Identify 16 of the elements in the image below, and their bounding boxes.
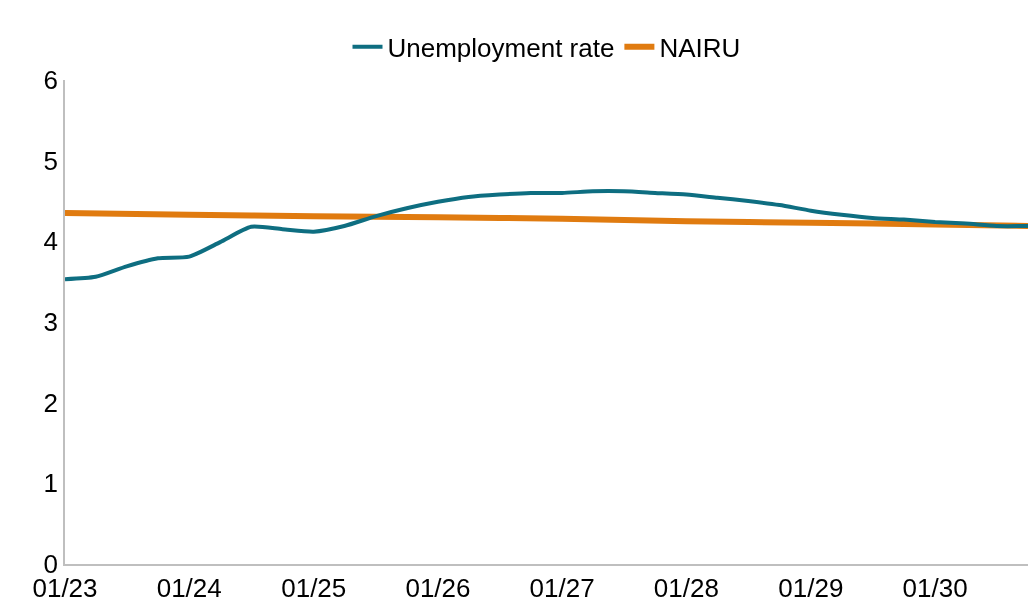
line-series	[65, 189, 1028, 282]
x-tick-label: 01/27	[529, 572, 595, 603]
x-tick-label: 01/28	[653, 572, 719, 603]
legend-label: NAIRU	[659, 32, 741, 63]
y-tick-label: 2	[43, 387, 59, 418]
y-tick-label: 3	[43, 307, 59, 338]
legend-label: Unemployment rate	[387, 32, 615, 63]
x-tick-label: 01/30	[902, 572, 968, 603]
y-tick-label: 5	[43, 145, 59, 176]
y-tick-label: 1	[43, 468, 59, 499]
x-tick-label: 01/25	[281, 572, 347, 603]
y-tick-label: 4	[43, 226, 59, 257]
x-tick-label: 01/26	[405, 572, 471, 603]
y-tick-label: 6	[43, 65, 59, 96]
x-tick-label: 01/24	[156, 572, 222, 603]
x-tick-label: 01/29	[778, 572, 844, 603]
